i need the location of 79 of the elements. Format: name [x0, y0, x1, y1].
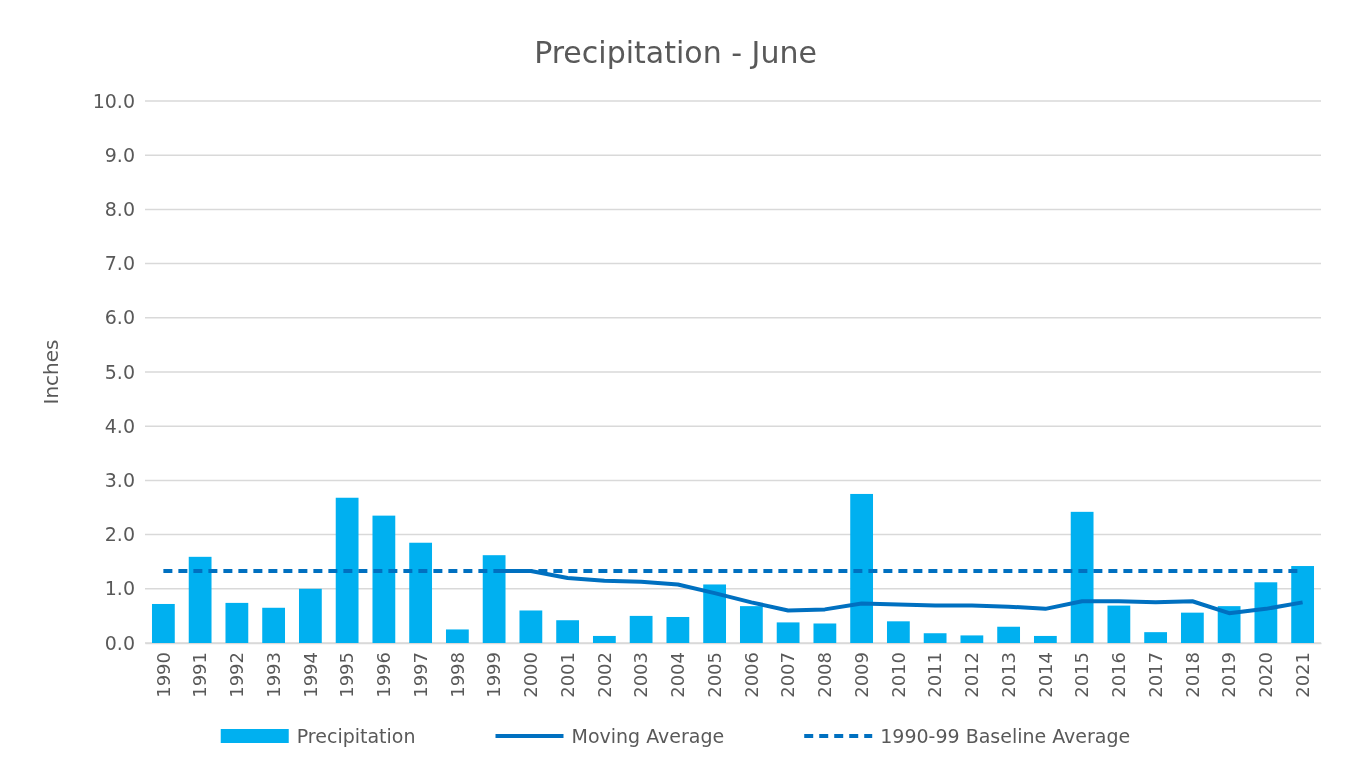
x-tick-label: 1998: [446, 652, 468, 698]
legend-label: 1990-99 Baseline Average: [880, 725, 1131, 747]
bar: [776, 622, 800, 643]
bar: [1291, 566, 1315, 643]
x-tick-label: 1995: [336, 652, 358, 698]
y-tick-label: 2.0: [104, 523, 135, 546]
bar: [813, 623, 837, 643]
x-tick-label: 2013: [997, 652, 1019, 698]
x-tick-label: 2020: [1255, 652, 1277, 698]
bar: [739, 606, 763, 643]
y-tick-label: 6.0: [104, 306, 135, 329]
y-axis-title: Inches: [39, 339, 63, 405]
x-tick-label: 2007: [777, 652, 799, 698]
y-tick-label: 3.0: [104, 468, 135, 491]
x-tick-label: 2008: [814, 652, 836, 698]
y-tick-label: 5.0: [104, 360, 135, 383]
x-tick-label: 2006: [740, 652, 762, 698]
x-tick-label: 1991: [189, 652, 211, 698]
bar: [1144, 632, 1168, 643]
bar: [629, 615, 653, 643]
bar: [997, 626, 1021, 643]
x-tick-label: 2005: [703, 652, 725, 698]
bar: [703, 584, 727, 643]
x-tick-label: 2011: [924, 652, 946, 698]
bar: [335, 497, 359, 643]
x-tick-label: 1993: [262, 652, 284, 698]
bar: [923, 633, 947, 643]
bar: [298, 588, 322, 643]
y-tick-label: 9.0: [104, 143, 135, 166]
legend-label: Precipitation: [296, 725, 416, 747]
chart-title: Precipitation - June: [534, 35, 817, 70]
bar: [1180, 612, 1204, 643]
y-tick-label: 4.0: [104, 414, 135, 437]
bar: [1070, 511, 1094, 643]
x-tick-label: 2012: [961, 652, 983, 698]
legend-label: Moving Average: [571, 725, 725, 747]
x-tick-label: 1992: [226, 652, 248, 698]
x-tick-label: 2014: [1034, 652, 1056, 698]
x-tick-label: 2019: [1218, 652, 1240, 698]
bar: [445, 629, 469, 643]
x-tick-label: 2016: [1108, 652, 1130, 698]
x-tick-label: 1996: [373, 652, 395, 698]
x-tick-label: 2002: [593, 652, 615, 698]
bar: [960, 635, 984, 643]
y-tick-label: 0.0: [104, 631, 135, 654]
bar: [592, 635, 616, 643]
x-tick-label: 2003: [630, 652, 652, 698]
y-tick-label: 10.0: [92, 89, 135, 112]
y-tick-label: 8.0: [104, 197, 135, 220]
bar: [1033, 635, 1057, 643]
x-tick-label: 2009: [850, 652, 872, 698]
bar: [409, 542, 433, 643]
bar: [372, 515, 396, 643]
x-tick-label: 2021: [1291, 652, 1313, 698]
x-tick-label: 2001: [556, 652, 578, 698]
bar: [519, 610, 543, 643]
x-tick-label: 2018: [1181, 652, 1203, 698]
bar: [850, 493, 874, 643]
x-tick-label: 1990: [152, 652, 174, 698]
bar: [225, 602, 249, 643]
bar: [556, 620, 580, 643]
x-tick-label: 2017: [1144, 652, 1166, 698]
bar: [666, 616, 690, 643]
x-tick-label: 2010: [887, 652, 909, 698]
bar: [188, 556, 212, 643]
bar: [151, 603, 175, 643]
bar: [482, 555, 506, 643]
bar: [886, 621, 910, 643]
x-tick-label: 1994: [299, 652, 321, 698]
bar: [1254, 582, 1278, 643]
y-tick-label: 1.0: [104, 577, 135, 600]
bar: [262, 607, 286, 643]
y-tick-label: 7.0: [104, 252, 135, 275]
x-tick-label: 2015: [1071, 652, 1093, 698]
bar: [1107, 605, 1131, 643]
x-tick-label: 1997: [409, 652, 431, 698]
x-tick-label: 2000: [520, 652, 542, 698]
x-tick-label: 2004: [667, 652, 689, 698]
x-tick-label: 1999: [483, 652, 505, 698]
